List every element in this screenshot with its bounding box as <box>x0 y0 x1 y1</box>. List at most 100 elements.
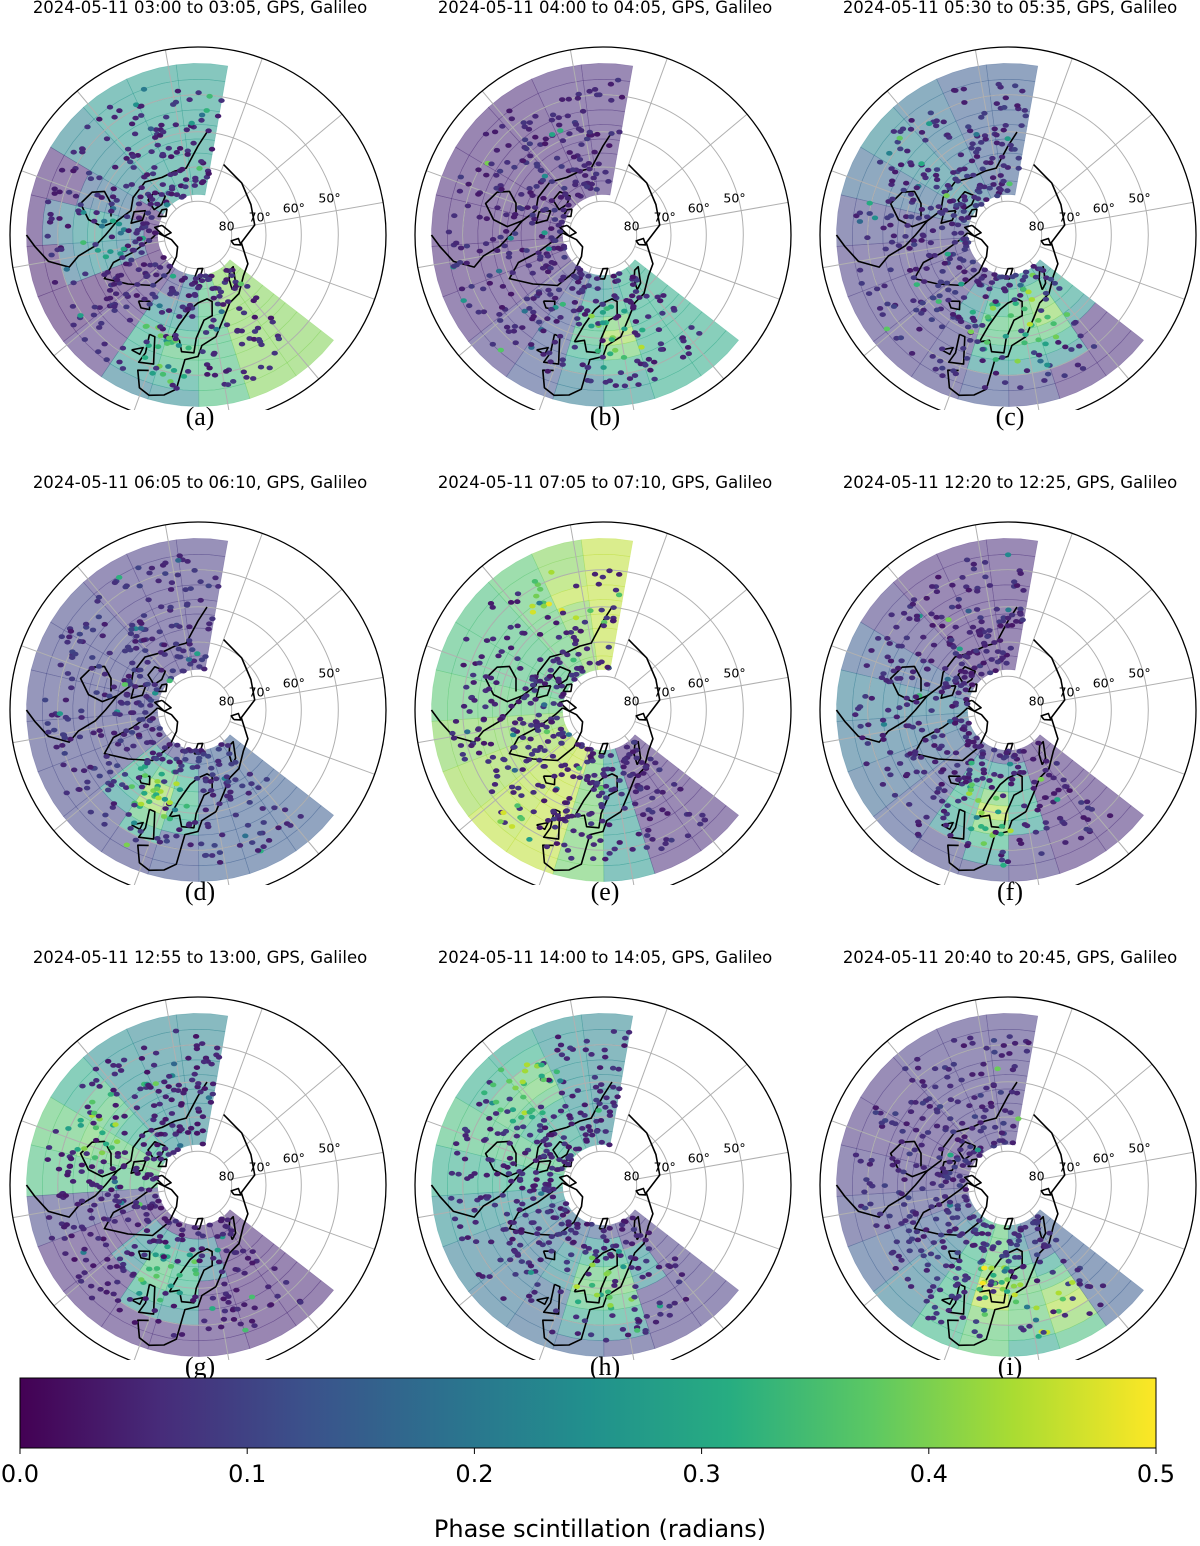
pierce-point-marker <box>166 335 173 341</box>
pierce-point-marker <box>1099 1283 1107 1289</box>
pierce-point-marker <box>888 166 895 172</box>
pierce-point-marker <box>883 678 890 683</box>
pierce-point-marker <box>192 293 199 298</box>
pierce-point-marker <box>932 1084 939 1090</box>
pierce-point-marker <box>549 1329 556 1335</box>
pierce-point-marker <box>950 1038 958 1043</box>
pierce-point-marker <box>1004 859 1012 865</box>
pierce-point-marker <box>967 329 975 335</box>
pierce-point-marker <box>149 171 157 177</box>
pierce-point-marker <box>115 273 122 279</box>
pierce-point-marker <box>199 1141 206 1147</box>
pierce-point-marker <box>1069 1280 1076 1285</box>
pierce-point-marker <box>553 620 560 626</box>
pierce-point-marker <box>548 1248 555 1254</box>
pierce-point-marker <box>949 582 956 588</box>
pierce-point-marker <box>980 1114 987 1120</box>
pierce-point-marker <box>520 1124 527 1130</box>
pierce-point-marker <box>994 659 1002 665</box>
pierce-point-marker <box>586 1128 594 1134</box>
latitude-label: 70° <box>1059 684 1081 699</box>
meridian-line <box>231 676 384 705</box>
pierce-point-marker <box>958 661 965 667</box>
pierce-point-marker <box>174 1237 182 1242</box>
pierce-point-marker <box>599 310 607 315</box>
latitude-label: 80 <box>219 1168 235 1183</box>
pierce-point-marker <box>895 1253 902 1259</box>
pierce-point-marker <box>1021 340 1028 346</box>
pierce-point-marker <box>67 736 74 742</box>
pierce-point-marker <box>640 771 647 776</box>
pierce-point-marker <box>222 1223 229 1229</box>
pierce-point-marker <box>72 651 79 657</box>
coastline <box>913 232 989 287</box>
pierce-point-marker <box>974 1147 982 1153</box>
pierce-point-marker <box>863 1177 870 1182</box>
pierce-point-marker <box>1000 1043 1007 1048</box>
pierce-point-marker <box>562 1201 570 1207</box>
pierce-point-marker <box>121 648 129 654</box>
pierce-point-marker <box>491 1202 499 1208</box>
pierce-point-marker <box>584 759 591 765</box>
pierce-point-marker <box>541 230 548 236</box>
panel-title: 2024-05-11 14:00 to 14:05, GPS, Galileo <box>437 948 773 967</box>
pierce-point-marker <box>969 624 977 630</box>
meridian-line <box>886 90 987 210</box>
pierce-point-marker <box>623 744 631 750</box>
pierce-point-marker <box>249 1260 256 1266</box>
pierce-point-marker <box>147 703 154 708</box>
pierce-point-marker <box>942 822 950 828</box>
pierce-point-marker <box>531 579 539 584</box>
meridian-line <box>219 1210 320 1330</box>
pierce-point-marker <box>932 1216 940 1222</box>
pierce-point-marker <box>529 212 536 218</box>
pierce-point-marker <box>481 1090 488 1096</box>
meridian-line <box>624 735 725 855</box>
pierce-point-marker <box>864 741 871 746</box>
pierce-point-marker <box>116 712 123 717</box>
meridian-line <box>1039 1196 1185 1250</box>
pierce-point-marker <box>980 1061 987 1067</box>
pierce-point-marker <box>576 157 584 162</box>
pierce-point-marker <box>955 604 962 610</box>
pierce-point-marker <box>536 678 544 684</box>
pierce-point-marker <box>44 199 52 205</box>
pierce-point-marker <box>970 739 977 745</box>
pierce-point-marker <box>607 753 614 758</box>
pierce-point-marker <box>455 1171 462 1177</box>
pierce-point-marker <box>982 574 989 580</box>
pierce-point-marker <box>106 295 114 301</box>
pierce-point-marker <box>608 1253 615 1259</box>
pierce-point-marker <box>451 213 458 219</box>
pierce-point-marker <box>938 781 945 787</box>
pierce-point-marker <box>96 305 103 310</box>
latitude-label: 80 <box>624 693 640 708</box>
pierce-point-marker <box>919 1186 926 1192</box>
pierce-point-marker <box>123 214 131 220</box>
pierce-point-marker <box>240 310 248 316</box>
pierce-point-marker <box>910 597 918 603</box>
meridian-line <box>21 1120 167 1174</box>
pierce-point-marker <box>856 210 864 216</box>
pierce-point-marker <box>1011 770 1018 776</box>
pierce-point-marker <box>472 1219 479 1225</box>
pierce-point-marker <box>583 646 591 652</box>
pierce-point-marker <box>952 1296 959 1301</box>
pierce-point-marker <box>1041 378 1048 383</box>
pierce-point-marker <box>521 124 528 130</box>
pierce-point-marker <box>538 233 546 239</box>
pierce-point-marker <box>61 751 68 756</box>
meridian-line <box>209 533 263 679</box>
pierce-point-marker <box>44 721 51 726</box>
pierce-point-marker <box>121 1130 128 1136</box>
pierce-point-marker <box>569 1093 576 1099</box>
pierce-point-marker <box>126 317 134 323</box>
pierce-point-marker <box>632 319 640 324</box>
pierce-point-marker <box>271 350 278 356</box>
pierce-point-marker <box>101 821 108 827</box>
pierce-point-marker <box>925 167 932 173</box>
coastline <box>484 1081 613 1178</box>
pierce-point-marker <box>523 296 531 302</box>
latitude-label: 70° <box>1059 1159 1081 1174</box>
